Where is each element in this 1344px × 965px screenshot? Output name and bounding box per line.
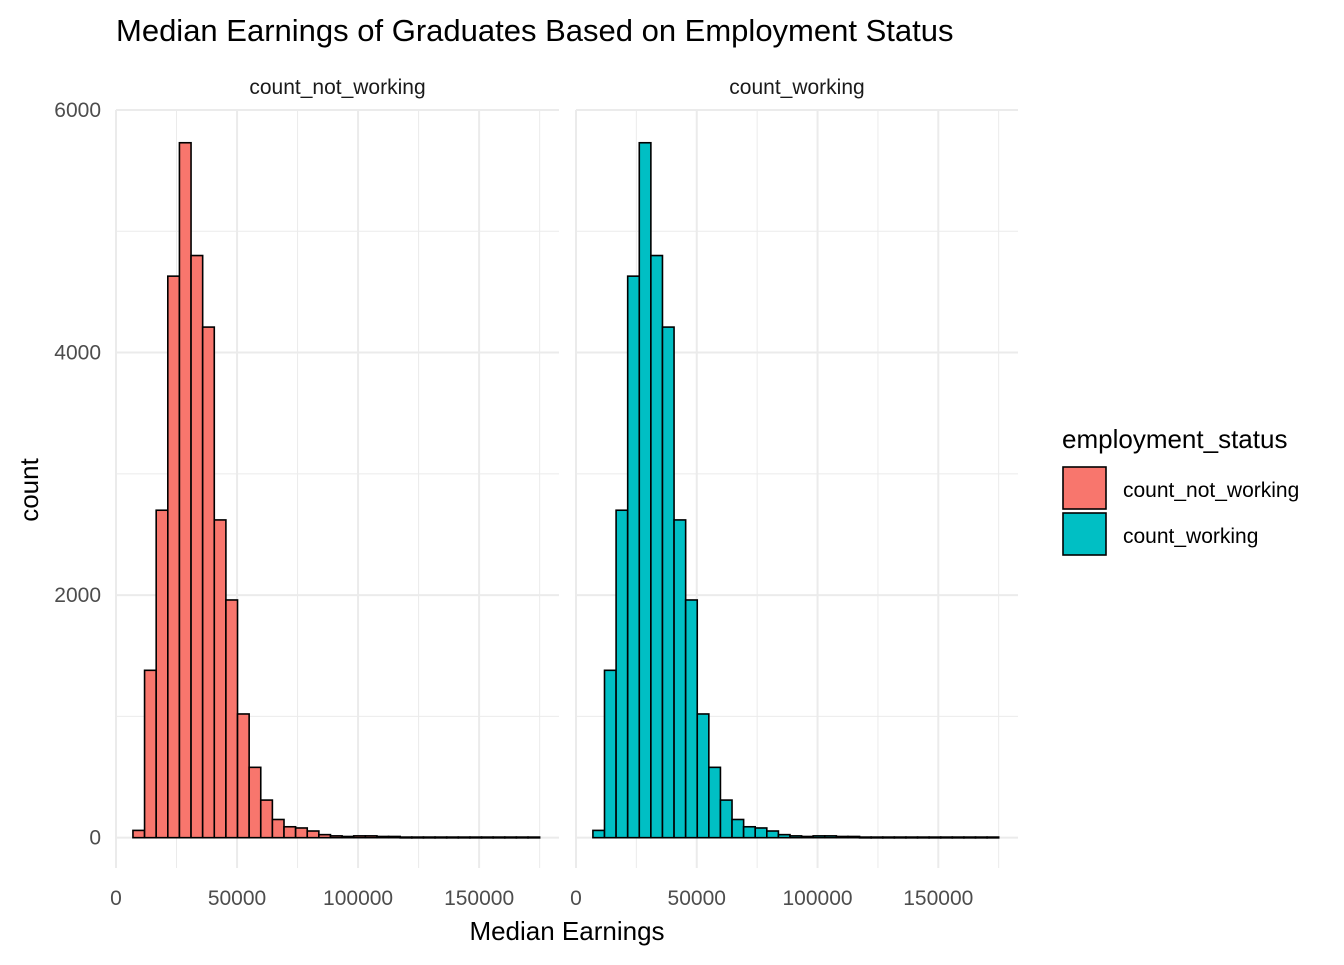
- x-axis-title: Median Earnings: [469, 916, 664, 946]
- histogram-bar: [812, 835, 826, 839]
- y-axis-title: count: [14, 457, 44, 521]
- y-tick-label: 4000: [54, 342, 101, 365]
- histogram-bar: [457, 836, 471, 839]
- histogram-bar: [399, 836, 413, 839]
- histogram-bar: [661, 326, 675, 839]
- histogram-bar: [696, 713, 710, 839]
- histogram-bar: [823, 835, 838, 839]
- histogram-bar: [708, 766, 722, 839]
- histogram-bar: [445, 836, 460, 839]
- legend-title: employment_status: [1062, 424, 1287, 454]
- histogram-bar: [271, 818, 285, 839]
- histogram-bar: [387, 835, 401, 839]
- y-tick-label: 0: [89, 827, 101, 850]
- histogram-bar: [527, 836, 541, 839]
- histogram-bar: [376, 835, 390, 839]
- legend: employment_status count_not_workingcount…: [1062, 424, 1299, 556]
- histogram-bar: [592, 829, 606, 839]
- histogram-bar: [951, 836, 965, 839]
- histogram-bar: [434, 836, 448, 839]
- y-tick-label: 6000: [54, 99, 101, 122]
- histogram-bar: [318, 833, 332, 839]
- histogram-bar: [881, 836, 896, 839]
- histogram-bar: [364, 835, 378, 839]
- histogram-bar: [777, 833, 791, 839]
- histogram-bar: [143, 669, 157, 839]
- histogram-bar: [411, 836, 425, 839]
- histogram-bar: [603, 669, 617, 839]
- histogram-bar: [178, 141, 192, 839]
- x-tick-label: 150000: [444, 887, 514, 910]
- facet-panel-0: count_not_working 0 50000 100000 150000: [110, 76, 559, 910]
- legend-swatch: [1062, 512, 1107, 556]
- histogram-bar: [638, 141, 652, 839]
- histogram-bar: [352, 835, 367, 839]
- histogram-bar: [626, 275, 641, 839]
- histogram-bar: [928, 836, 942, 839]
- histogram-bar: [469, 836, 483, 839]
- histogram-bar: [201, 326, 216, 839]
- histogram-bar: [248, 766, 262, 839]
- x-tick-label: 50000: [208, 887, 266, 910]
- x-tick-label: 100000: [782, 887, 852, 910]
- histogram-bar: [503, 836, 518, 839]
- histogram-bar: [329, 835, 343, 839]
- x-tick-label: 0: [110, 887, 122, 910]
- histogram-bar: [719, 799, 733, 839]
- histogram-bar: [731, 818, 745, 839]
- histogram-bar: [422, 836, 436, 839]
- histogram-bar: [974, 836, 988, 839]
- histogram-bar: [650, 254, 664, 839]
- histogram-bar: [905, 836, 919, 839]
- legend-item-label: count_working: [1123, 525, 1258, 548]
- histogram-bar: [789, 835, 803, 839]
- histogram-bar: [132, 829, 146, 839]
- legend-swatch: [1062, 466, 1107, 510]
- histogram-bar: [939, 836, 954, 839]
- chart-title: Median Earnings of Graduates Based on Em…: [116, 13, 953, 48]
- histogram-bar: [870, 836, 884, 839]
- histogram-bar: [306, 830, 320, 839]
- histogram-bar: [754, 827, 768, 839]
- y-tick-label: 2000: [54, 584, 101, 607]
- histogram-bar: [916, 836, 930, 839]
- histogram-bar: [766, 830, 780, 839]
- histogram-bar: [167, 275, 181, 839]
- histogram-bar: [492, 836, 506, 839]
- histogram-bar: [673, 519, 687, 839]
- histogram-bar: [480, 836, 494, 839]
- histogram-bar: [515, 836, 529, 839]
- histogram-bar: [213, 519, 227, 839]
- histogram-bar: [225, 599, 239, 839]
- x-tick-label: 150000: [903, 887, 973, 910]
- histogram-bar: [259, 799, 274, 839]
- histogram-bar: [615, 509, 629, 839]
- histogram-bar: [236, 713, 250, 839]
- histogram-bar: [835, 835, 849, 839]
- histogram-bar: [742, 825, 757, 839]
- histogram-bar: [283, 825, 297, 839]
- facet-strip-label: count_working: [729, 76, 864, 99]
- histogram-bar: [155, 509, 169, 839]
- x-tick-label: 50000: [668, 887, 726, 910]
- histogram-bar: [986, 836, 1000, 839]
- histogram-bar: [684, 599, 699, 839]
- histogram-bar: [893, 836, 907, 839]
- histogram-bar: [190, 254, 204, 839]
- histogram-bar: [963, 836, 977, 839]
- histogram-bar: [341, 835, 355, 839]
- x-tick-label: 0: [570, 887, 582, 910]
- x-tick-label: 100000: [323, 887, 393, 910]
- histogram-bar: [294, 827, 309, 839]
- facet-panel-1: count_working 0 50000 100000 150000: [570, 76, 1018, 910]
- facet-strip-label: count_not_working: [249, 76, 425, 99]
- histogram-bar: [847, 835, 861, 839]
- histogram-bar: [800, 835, 814, 839]
- histogram-bar: [858, 836, 872, 839]
- legend-item-label: count_not_working: [1123, 479, 1299, 502]
